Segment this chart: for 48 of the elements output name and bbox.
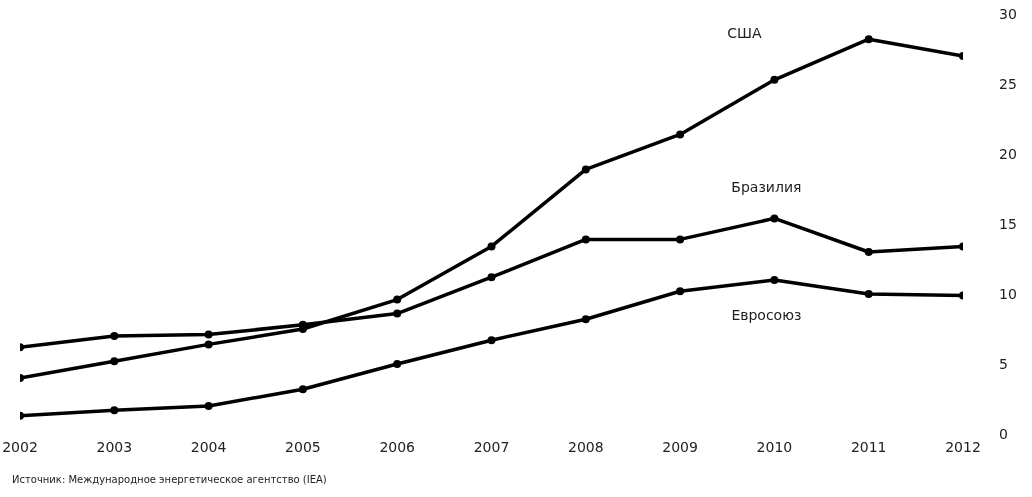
point bbox=[864, 35, 873, 44]
text: Бразилия bbox=[731, 179, 802, 196]
point bbox=[676, 235, 685, 244]
point bbox=[393, 295, 402, 304]
point bbox=[110, 406, 119, 415]
point bbox=[770, 214, 779, 223]
y-tick-label: 15 bbox=[999, 215, 1017, 232]
y-tick-label: 0 bbox=[999, 425, 1008, 442]
x-tick-label: 2008 bbox=[567, 438, 604, 455]
point bbox=[487, 336, 496, 345]
point bbox=[581, 165, 590, 174]
x-tick-label: 2006 bbox=[379, 438, 416, 455]
y-tick-label: 10 bbox=[999, 285, 1017, 302]
y-tick-label: 25 bbox=[999, 75, 1017, 92]
x-tick-label: 2011 bbox=[850, 438, 887, 455]
point bbox=[864, 248, 873, 256]
point bbox=[770, 276, 779, 284]
x-tick-label: 2005 bbox=[285, 438, 321, 455]
y-tick-label: 20 bbox=[999, 145, 1017, 162]
x-tick-label: 2004 bbox=[190, 438, 227, 455]
point bbox=[676, 130, 685, 139]
x-tick-label: 2003 bbox=[96, 438, 133, 455]
point bbox=[204, 330, 213, 339]
point bbox=[393, 309, 402, 318]
series-label: Евросоюз bbox=[731, 307, 802, 323]
point bbox=[393, 360, 402, 368]
point bbox=[110, 357, 119, 366]
x-tick-label: 2002 bbox=[2, 438, 38, 455]
text: США bbox=[727, 24, 762, 41]
point bbox=[676, 287, 685, 296]
point bbox=[864, 290, 873, 298]
point bbox=[581, 235, 590, 244]
point bbox=[487, 273, 496, 282]
point bbox=[581, 315, 590, 324]
y-tick-label: 5 bbox=[999, 355, 1008, 372]
text: Источник: Международное энергетическое агентство (IEA) bbox=[12, 474, 327, 485]
x-tick-label: 2012 bbox=[945, 438, 981, 455]
x-tick-label: 2007 bbox=[473, 438, 510, 455]
x-tick-label: 2010 bbox=[756, 438, 793, 455]
x-tick-label: 2009 bbox=[662, 438, 698, 455]
y-tick-label: 30 bbox=[999, 5, 1017, 22]
point bbox=[204, 402, 213, 410]
point bbox=[298, 385, 307, 394]
point bbox=[298, 320, 307, 329]
point bbox=[110, 332, 119, 340]
point bbox=[204, 340, 213, 349]
point bbox=[770, 75, 779, 84]
point bbox=[487, 242, 496, 251]
